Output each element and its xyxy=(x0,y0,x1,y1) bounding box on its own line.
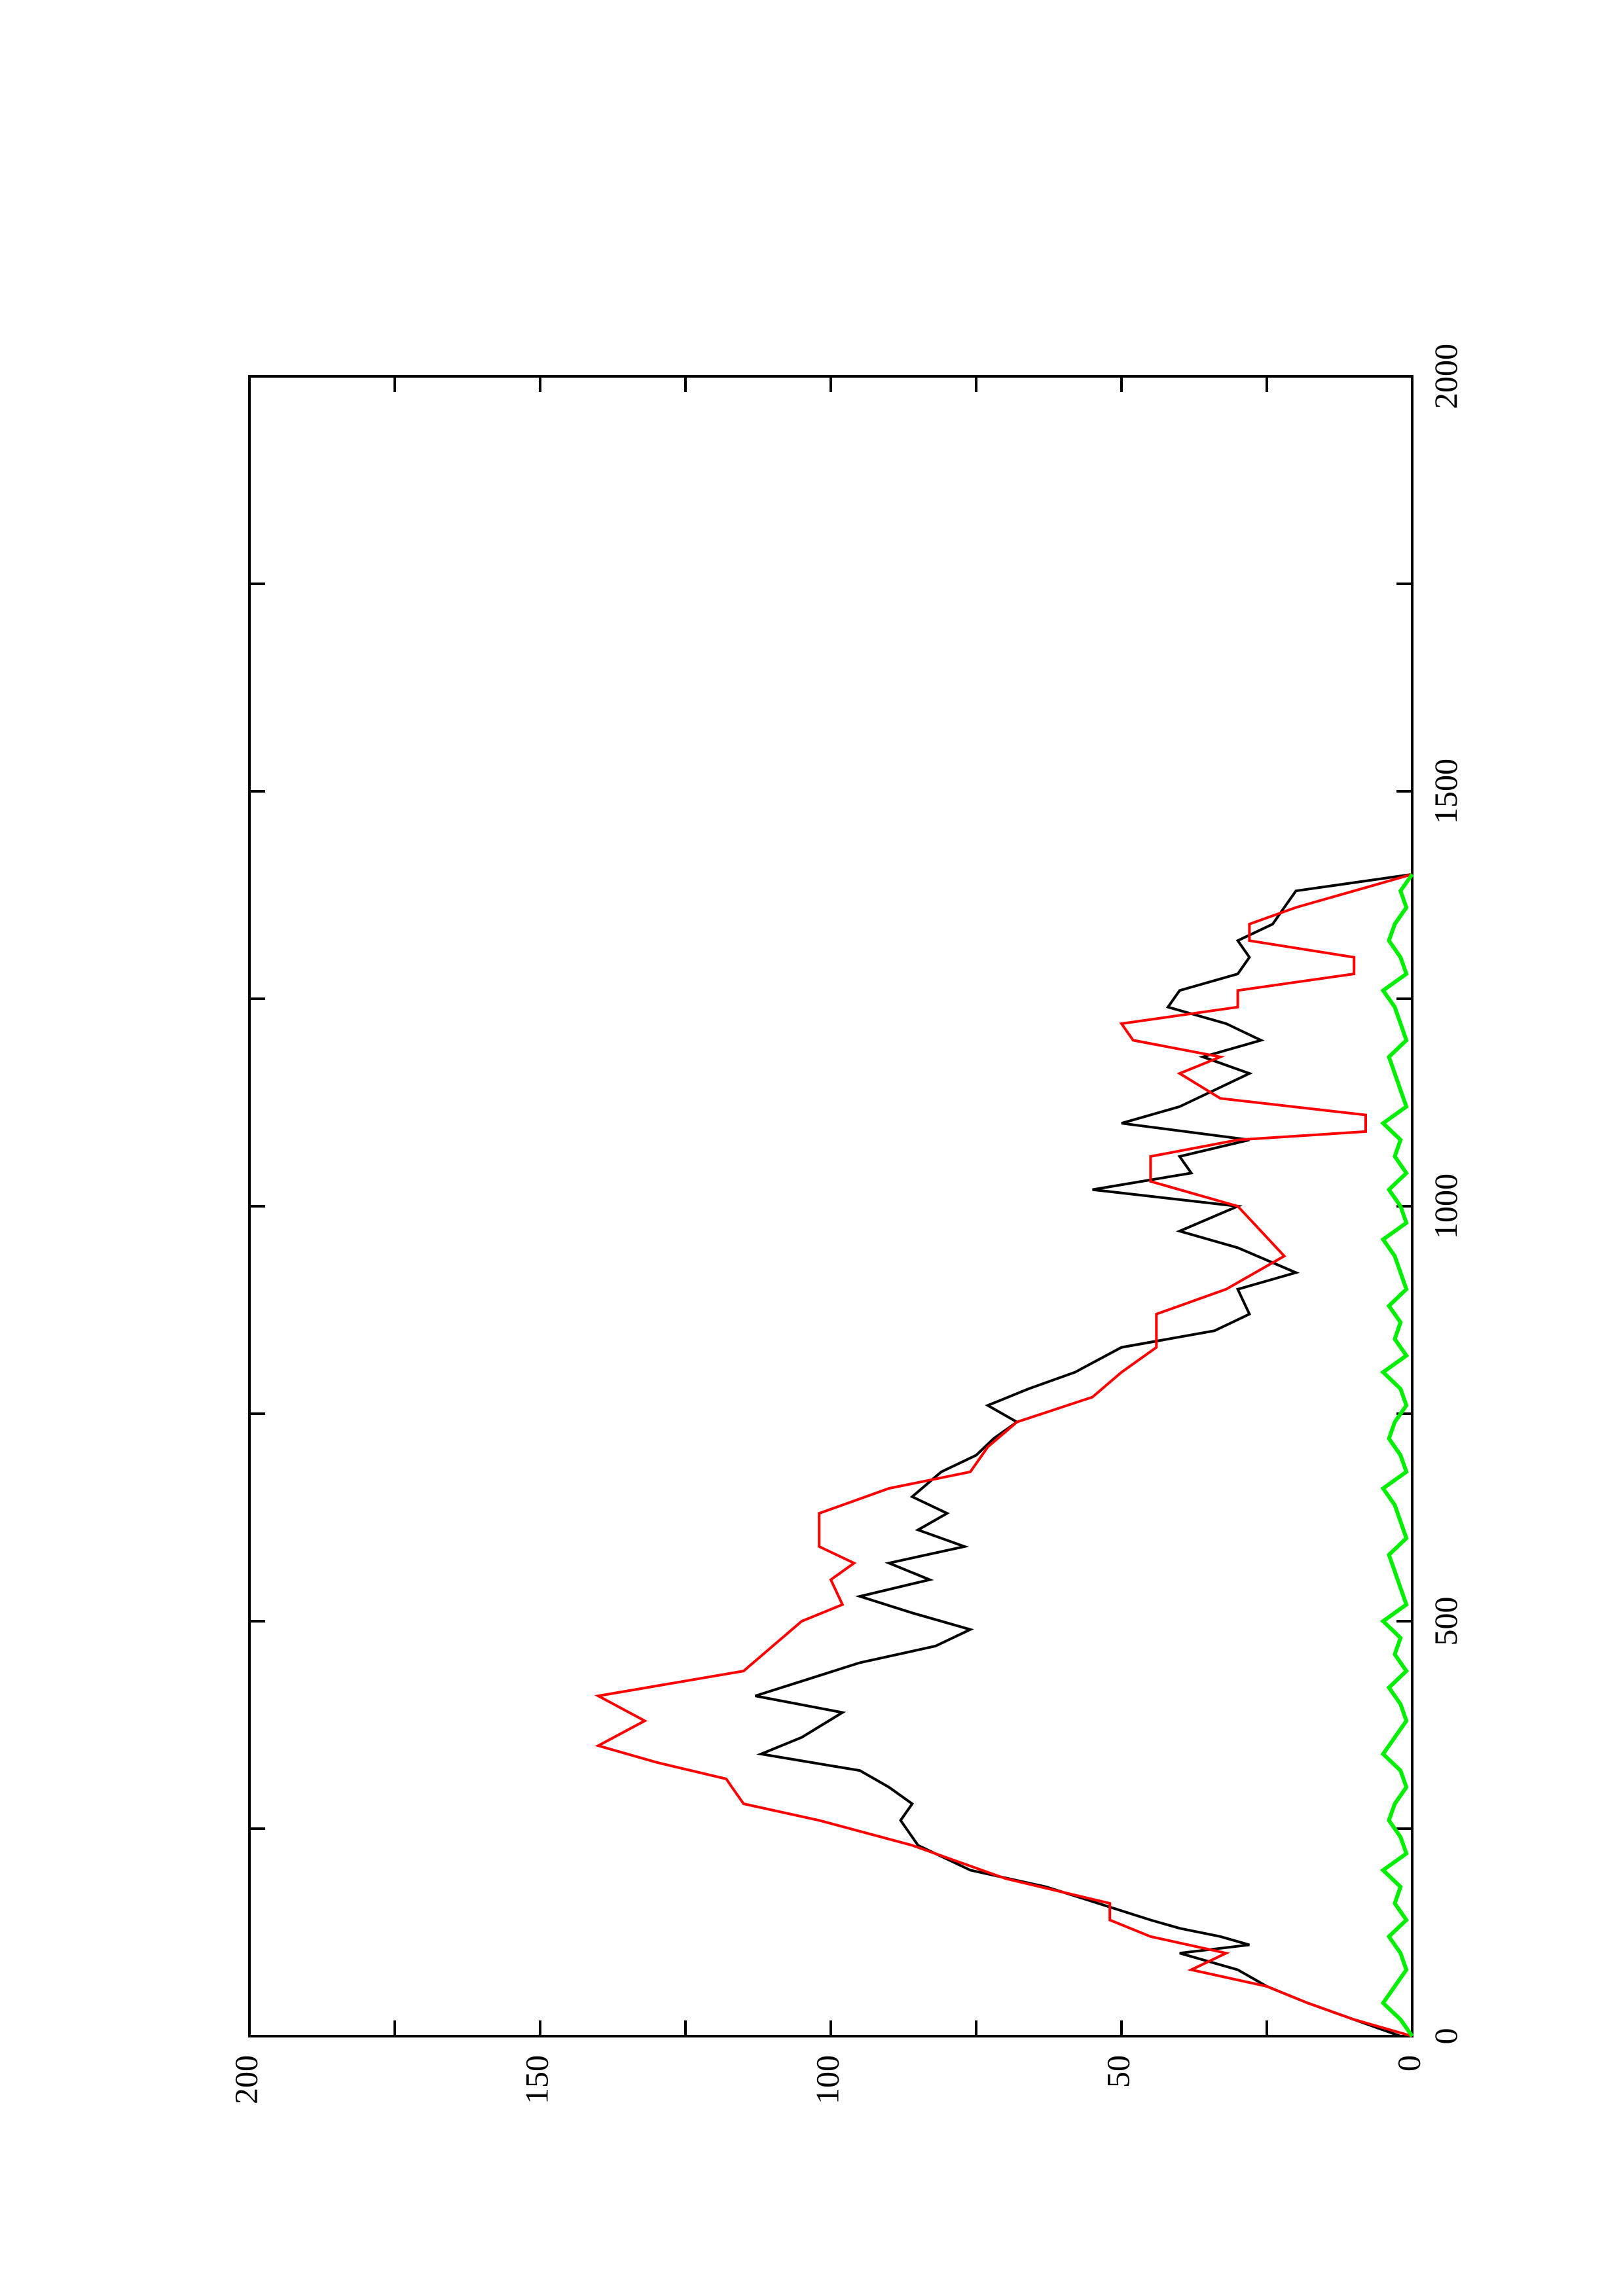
y-tick-label-50: 50 xyxy=(1099,2055,1136,2088)
x-tick-label-500: 500 xyxy=(1427,1597,1464,1646)
series-line-2 xyxy=(1379,873,1414,2037)
y-tick-label-0: 0 xyxy=(1390,2055,1427,2072)
y-tick-label-150: 150 xyxy=(518,2055,555,2104)
series-line-1 xyxy=(594,872,1413,2037)
y-tick-label-200: 200 xyxy=(227,2055,264,2104)
x-tick-label-0: 0 xyxy=(1427,2028,1464,2045)
x-tick-label-1000: 1000 xyxy=(1427,1174,1464,1239)
series-line-0 xyxy=(754,872,1413,2037)
x-tick-label-2000: 2000 xyxy=(1427,344,1464,409)
series-group xyxy=(594,872,1414,2037)
x-tick-label-1500: 1500 xyxy=(1427,759,1464,824)
y-tick-label-100: 100 xyxy=(809,2055,845,2104)
